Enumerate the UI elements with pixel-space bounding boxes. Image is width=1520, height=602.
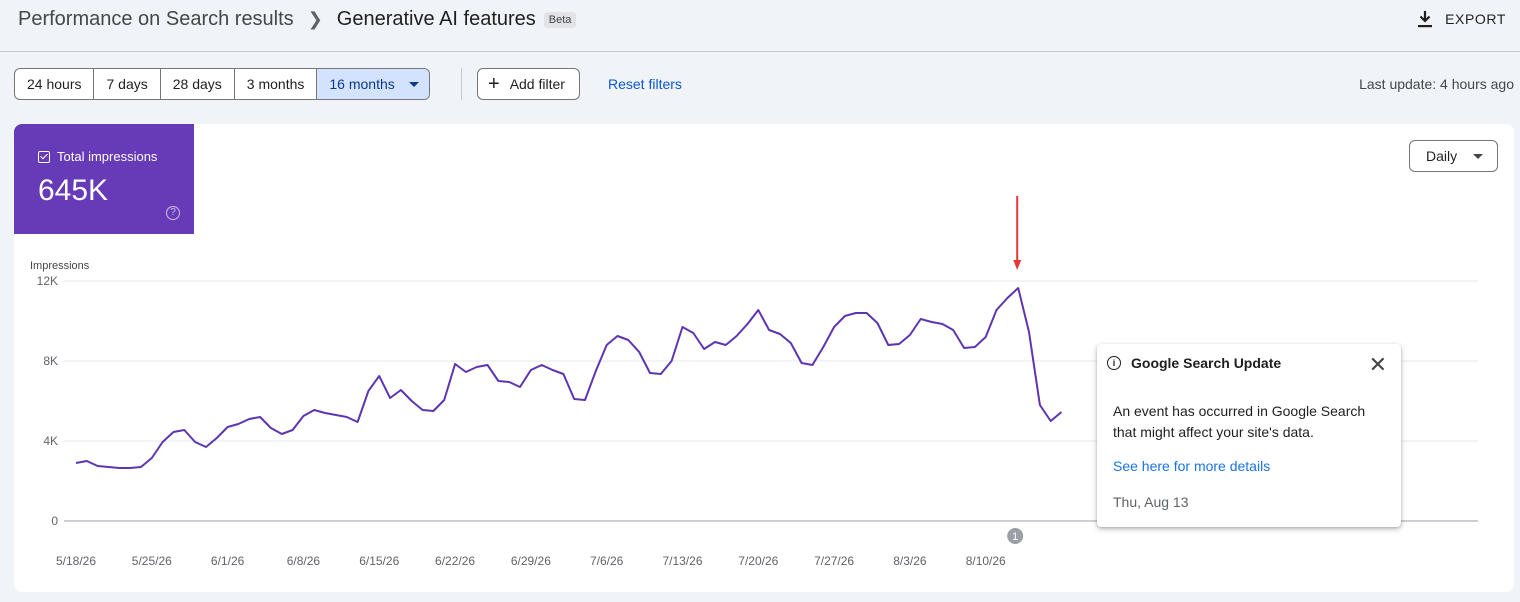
x-tick-label: 6/22/26 — [435, 554, 475, 568]
range-24-hours[interactable]: 24 hours — [15, 69, 95, 99]
search-update-popup: i Google Search Update ✕ An event has oc… — [1097, 344, 1401, 527]
x-tick-label: 7/13/26 — [662, 554, 702, 568]
last-update-text: Last update: 4 hours ago — [1359, 76, 1514, 92]
download-icon — [1418, 11, 1433, 28]
y-tick-label: 8K — [43, 354, 58, 368]
x-tick-label: 6/8/26 — [287, 554, 321, 568]
x-tick-label: 6/15/26 — [359, 554, 399, 568]
breadcrumb: Performance on Search results ❯ Generati… — [18, 8, 577, 31]
help-icon[interactable]: ? — [166, 206, 180, 220]
export-button[interactable]: EXPORT — [1417, 10, 1506, 28]
chevron-right-icon: ❯ — [307, 9, 323, 29]
y-tick-label: 12K — [37, 274, 58, 288]
x-tick-label: 7/27/26 — [814, 554, 854, 568]
popup-body: An event has occurred in Google Search t… — [1113, 403, 1366, 440]
y-axis-ticks: 0 4K 8K 12K — [37, 274, 59, 528]
checkbox-checked-icon — [38, 150, 50, 163]
x-tick-label: 7/6/26 — [590, 554, 624, 568]
range-3-months[interactable]: 3 months — [235, 69, 318, 99]
granularity-label: Daily — [1426, 148, 1458, 164]
page-title: Generative AI features — [336, 8, 536, 30]
impressions-series-line[interactable] — [75, 287, 1063, 469]
popup-date: Thu, Aug 13 — [1113, 494, 1189, 510]
x-tick-label: 7/20/26 — [738, 554, 778, 568]
granularity-dropdown[interactable]: Daily — [1409, 140, 1498, 172]
metric-value: 645K — [38, 174, 109, 207]
export-label: EXPORT — [1445, 11, 1506, 27]
x-tick-label: 6/1/26 — [211, 554, 245, 568]
x-tick-label: 8/3/26 — [893, 554, 927, 568]
add-filter-label: Add filter — [509, 76, 565, 92]
date-range-selector: 24 hours 7 days 28 days 3 months 16 mont… — [14, 68, 430, 100]
divider — [461, 68, 462, 100]
metric-label: Total impressions — [57, 149, 158, 164]
more-details-link[interactable]: See here for more details — [1113, 458, 1271, 474]
range-16-months[interactable]: 16 months — [317, 69, 429, 99]
total-impressions-card[interactable]: Total impressions 645K ? — [14, 124, 194, 234]
info-icon: i — [1107, 356, 1121, 370]
popup-title: Google Search Update — [1131, 355, 1282, 371]
caret-down-icon — [1473, 154, 1483, 159]
close-icon[interactable]: ✕ — [1368, 352, 1387, 377]
popup-header: i Google Search Update — [1107, 355, 1281, 371]
caret-down-icon — [408, 81, 419, 87]
add-filter-button[interactable]: + Add filter — [477, 68, 580, 100]
y-tick-label: 4K — [43, 434, 58, 448]
plus-icon: + — [488, 73, 500, 95]
y-axis-title: Impressions — [30, 260, 90, 272]
range-28-days[interactable]: 28 days — [161, 69, 235, 99]
impressions-chart: Impressions 0 4K 8K 12K 5/18/26 5/25/26 6/1/2… — [30, 196, 1478, 568]
page-header: Performance on Search results ❯ Generati… — [0, 0, 1520, 52]
x-axis-ticks: 5/18/26 5/25/26 6/1/26 6/8/26 6/15/26 6/22/26… — [56, 554, 1006, 568]
x-tick-label: 6/29/26 — [511, 554, 551, 568]
metric-label-row: Total impressions — [38, 149, 157, 164]
x-tick-label: 5/25/26 — [132, 554, 172, 568]
arrow-down-icon — [1013, 260, 1022, 270]
y-tick-label: 0 — [51, 514, 58, 528]
range-7-days[interactable]: 7 days — [94, 69, 161, 99]
x-tick-label: 5/18/26 — [56, 554, 96, 568]
x-tick-label: 8/10/26 — [966, 554, 1006, 568]
reset-filters-link[interactable]: Reset filters — [608, 76, 682, 92]
beta-badge: Beta — [543, 11, 577, 28]
range-16-months-label: 16 months — [329, 76, 395, 92]
event-marker-label: 1 — [1012, 531, 1018, 543]
event-marker[interactable]: 1 — [1007, 528, 1024, 544]
breadcrumb-parent[interactable]: Performance on Search results — [18, 8, 294, 30]
filter-bar: 24 hours 7 days 28 days 3 months 16 mont… — [14, 68, 1514, 100]
